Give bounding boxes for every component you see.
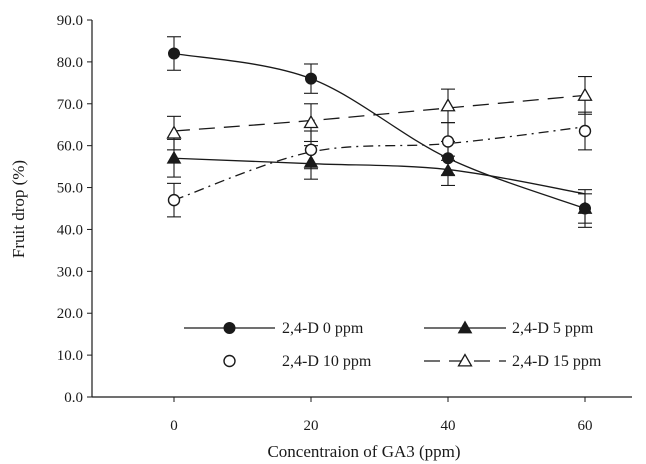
- legend-label: 2,4-D 15 ppm: [512, 353, 602, 370]
- data-point: [168, 47, 180, 60]
- series-3: [167, 111, 592, 218]
- legend-marker: [457, 353, 473, 367]
- data-point: [305, 72, 317, 85]
- legend-label: 2,4-D 5 ppm: [512, 320, 594, 337]
- legend-entry-1: 2,4-D 0 ppm: [184, 320, 364, 337]
- x-axis-label: Concentraion of GA3 (ppm): [267, 442, 460, 461]
- y-tick-label: 10.0: [57, 348, 83, 364]
- y-axis-label: Fruit drop (%): [9, 160, 28, 258]
- y-tick-label: 20.0: [57, 306, 83, 322]
- series-layer: [166, 36, 593, 228]
- data-point: [440, 98, 456, 112]
- y-tick-label: 80.0: [57, 55, 83, 71]
- x-tick-label: 60: [578, 418, 593, 434]
- y-tick-label: 90.0: [57, 13, 83, 29]
- series-line: [173, 94, 586, 132]
- data-point: [166, 125, 182, 139]
- series-line: [173, 157, 586, 195]
- data-point: [303, 114, 319, 129]
- y-tick-label: 40.0: [57, 222, 83, 238]
- legend-entry-3: 2,4-D 10 ppm: [223, 353, 372, 370]
- legend-marker: [457, 320, 473, 334]
- y-tick-label: 30.0: [57, 264, 83, 280]
- series-1: [167, 36, 592, 228]
- legend-label: 2,4-D 10 ppm: [282, 353, 372, 370]
- y-tick-label: 60.0: [57, 139, 83, 155]
- axes: 0.0 10.0 20.0 30.0 40.0 50.0 60.0 70.0 80.0 90.0 0…: [57, 13, 632, 434]
- x-tick-label: 20: [304, 418, 319, 434]
- data-point: [577, 87, 593, 101]
- legend-label: 2,4-D 0 ppm: [282, 320, 364, 337]
- x-tick-label: 0: [170, 418, 178, 434]
- data-point: [167, 193, 181, 207]
- data-point: [441, 135, 455, 148]
- data-point: [304, 143, 318, 157]
- legend: 2,4-D 0 ppm 2,4-D 5 ppm 2,4-D 10 ppm 2,4-D …: [184, 320, 602, 370]
- data-point: [578, 124, 592, 138]
- data-point: [440, 163, 456, 177]
- y-tick-label: 0.0: [64, 390, 83, 406]
- legend-entry-4: 2,4-D 15 ppm: [424, 353, 602, 370]
- series-line: [173, 126, 586, 201]
- series-line: [173, 52, 586, 210]
- legend-marker: [223, 354, 236, 368]
- series-2: [166, 138, 593, 224]
- series-4: [166, 76, 593, 151]
- y-tick-label: 50.0: [57, 181, 83, 197]
- x-tick-label: 40: [441, 418, 456, 434]
- data-point: [166, 150, 182, 164]
- legend-marker: [223, 322, 236, 334]
- data-point: [577, 200, 593, 214]
- legend-entry-2: 2,4-D 5 ppm: [424, 320, 594, 337]
- y-tick-label: 70.0: [57, 97, 83, 113]
